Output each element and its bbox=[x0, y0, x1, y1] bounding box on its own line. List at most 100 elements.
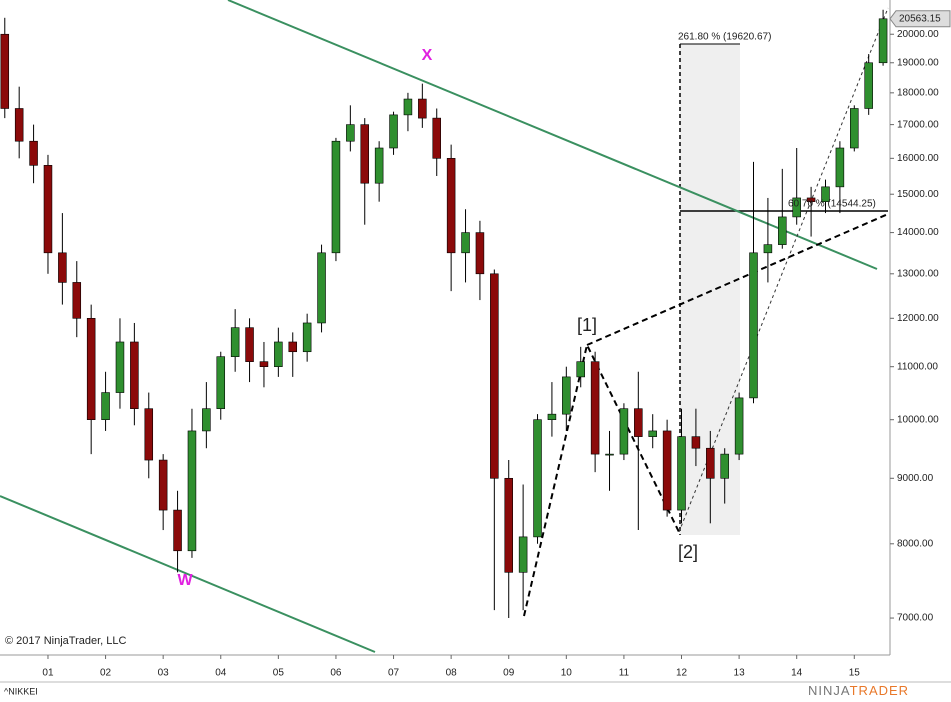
wave-label: [2] bbox=[678, 542, 698, 562]
candle-body bbox=[619, 408, 629, 455]
brand-part: TRADER bbox=[850, 683, 909, 698]
candle-body bbox=[259, 361, 269, 367]
candle-body bbox=[835, 147, 845, 188]
candle-body bbox=[202, 408, 211, 432]
candle-body bbox=[691, 436, 701, 449]
candle-body bbox=[374, 147, 384, 184]
wave-label: [1] bbox=[577, 315, 597, 335]
candle-body bbox=[245, 327, 254, 362]
trend-line bbox=[227, 0, 878, 270]
candle-body bbox=[590, 361, 600, 455]
y-tick-label: 20000.00 bbox=[897, 29, 939, 40]
candle-body bbox=[317, 252, 326, 324]
candle-body bbox=[331, 140, 341, 254]
candle-body bbox=[490, 273, 499, 479]
copyright: © 2017 NinjaTrader, LLC bbox=[5, 635, 126, 647]
candle-body bbox=[821, 186, 830, 202]
candle-body bbox=[446, 158, 456, 254]
candle-body bbox=[403, 98, 413, 116]
candle-body bbox=[187, 430, 197, 552]
candle-body bbox=[547, 413, 557, 421]
candle-body bbox=[43, 165, 53, 254]
candle-body bbox=[346, 124, 355, 142]
candle-body bbox=[677, 436, 686, 511]
candle-body bbox=[763, 244, 773, 254]
price-tag bbox=[889, 10, 951, 28]
x-tick-label: 09 bbox=[503, 668, 515, 679]
x-tick-label: 01 bbox=[42, 668, 54, 679]
x-tick-label: 12 bbox=[676, 668, 688, 679]
candle-body bbox=[562, 376, 571, 415]
x-tick-label: 03 bbox=[158, 668, 170, 679]
y-tick-label: 18000.00 bbox=[897, 87, 939, 98]
candle-body bbox=[130, 341, 139, 409]
x-tick-label: 06 bbox=[330, 668, 342, 679]
candle-body bbox=[475, 232, 485, 275]
candle-body bbox=[461, 232, 470, 254]
trend-line bbox=[0, 495, 376, 653]
candle-body bbox=[706, 447, 715, 479]
y-tick-label: 19000.00 bbox=[897, 57, 939, 68]
wave-line bbox=[523, 342, 680, 617]
x-tick-label: 11 bbox=[619, 668, 630, 679]
candle-body bbox=[864, 62, 873, 109]
candle-body bbox=[576, 361, 585, 378]
wave-line bbox=[586, 213, 889, 346]
candle-body bbox=[720, 453, 729, 479]
y-tick-label: 11000.00 bbox=[897, 361, 938, 372]
candle-body bbox=[0, 33, 10, 109]
point-label: X bbox=[422, 47, 433, 64]
brand: NINJATRADER bbox=[808, 683, 909, 698]
candle-body bbox=[850, 108, 859, 149]
candle-body bbox=[662, 430, 672, 511]
candle-body bbox=[806, 197, 816, 202]
x-tick-label: 14 bbox=[791, 668, 803, 679]
candle-body bbox=[792, 197, 801, 218]
wave-line bbox=[678, 7, 889, 533]
candle-body bbox=[432, 117, 441, 159]
x-tick-label: 05 bbox=[273, 668, 285, 679]
candle-body bbox=[144, 408, 154, 461]
symbol: ^NIKKEI bbox=[4, 686, 38, 696]
candle-body bbox=[504, 477, 513, 573]
y-tick-label: 15000.00 bbox=[897, 189, 939, 200]
y-tick-label: 8000.00 bbox=[897, 538, 934, 549]
y-tick-label: 7000.00 bbox=[897, 613, 934, 624]
y-tick-label: 13000.00 bbox=[897, 268, 939, 279]
candle-body bbox=[734, 397, 744, 455]
candle-body bbox=[158, 459, 168, 511]
point-label: W bbox=[177, 572, 193, 589]
candle-body bbox=[605, 453, 614, 456]
fib-label: 60.70 % (14544.25) bbox=[788, 199, 876, 210]
candle-body bbox=[216, 356, 226, 409]
y-tick-label: 12000.00 bbox=[897, 313, 939, 324]
x-tick-label: 10 bbox=[561, 668, 573, 679]
x-tick-label: 15 bbox=[849, 668, 861, 679]
candle-body bbox=[778, 216, 787, 245]
x-tick-label: 07 bbox=[388, 668, 400, 679]
candle-body bbox=[749, 252, 758, 399]
y-tick-label: 14000.00 bbox=[897, 227, 939, 238]
x-tick-label: 13 bbox=[734, 668, 746, 679]
candle-body bbox=[230, 327, 240, 357]
candle-body bbox=[115, 341, 125, 393]
candle-body bbox=[86, 318, 96, 421]
x-tick-label: 04 bbox=[215, 668, 227, 679]
candle-body bbox=[634, 408, 643, 437]
candle-body bbox=[518, 536, 528, 573]
candle-body bbox=[101, 392, 110, 421]
y-tick-label: 9000.00 bbox=[897, 473, 934, 484]
candle-body bbox=[274, 341, 283, 367]
candle-body bbox=[288, 341, 298, 353]
brand-part: NINJA bbox=[808, 683, 850, 698]
candle-body bbox=[14, 108, 24, 142]
y-tick-label: 17000.00 bbox=[897, 119, 939, 130]
candle-body bbox=[878, 18, 888, 64]
candle-body bbox=[29, 140, 38, 166]
candle-body bbox=[418, 98, 427, 119]
candle-body bbox=[72, 282, 82, 319]
fib-label: 261.80 % (19620.67) bbox=[678, 32, 771, 43]
y-tick-label: 16000.00 bbox=[897, 153, 939, 164]
